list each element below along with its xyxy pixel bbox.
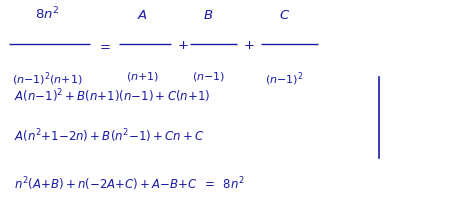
Text: $(n{-}1)$: $(n{-}1)$ — [192, 70, 225, 83]
Text: $(n{+}1)$: $(n{+}1)$ — [126, 70, 159, 83]
Text: $A$: $A$ — [137, 9, 147, 22]
Text: $(n{-}1)^2(n{+}1)$: $(n{-}1)^2(n{+}1)$ — [12, 70, 83, 88]
Text: $A(n^2{+}1{-}2n) + B(n^2{-}1) + Cn + C$: $A(n^2{+}1{-}2n) + B(n^2{-}1) + Cn + C$ — [14, 127, 205, 145]
Text: $n^2(A{+}B) + n({-}2A{+}C) + A{-}B{+}C \;\;=\;\; 8n^2$: $n^2(A{+}B) + n({-}2A{+}C) + A{-}B{+}C \… — [14, 175, 245, 193]
Text: $C$: $C$ — [279, 9, 290, 22]
Text: $8n^2$: $8n^2$ — [35, 5, 60, 22]
Text: $B$: $B$ — [203, 9, 214, 22]
Text: $+$: $+$ — [243, 39, 255, 53]
Text: $=$: $=$ — [97, 39, 111, 53]
Text: $+$: $+$ — [177, 39, 188, 53]
Text: $A(n{-}1)^2 + B(n{+}1)(n{-}1) + C(n{+}1)$: $A(n{-}1)^2 + B(n{+}1)(n{-}1) + C(n{+}1)… — [14, 88, 210, 105]
Text: $(n{-}1)^2$: $(n{-}1)^2$ — [265, 70, 303, 88]
